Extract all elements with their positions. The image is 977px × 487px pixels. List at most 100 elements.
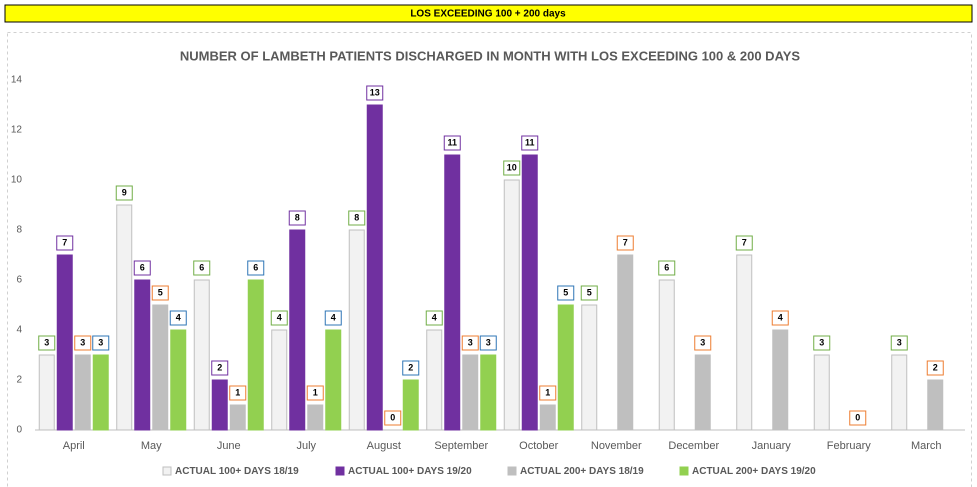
bar — [462, 354, 479, 431]
y-tick-label: 6 — [16, 275, 22, 286]
bar — [74, 354, 91, 431]
data-label-box — [580, 285, 598, 301]
bar — [503, 179, 520, 431]
banner-box — [4, 4, 973, 23]
legend-label: ACTUAL 200+ DAYS 19/20 — [692, 466, 816, 477]
data-label: 5 — [587, 287, 592, 297]
data-label: 9 — [122, 187, 127, 197]
data-label-box — [193, 260, 211, 276]
data-label-box — [926, 360, 944, 376]
data-label-box — [425, 310, 443, 326]
bar — [193, 279, 210, 431]
data-label-box — [443, 135, 461, 151]
data-label: 11 — [447, 137, 457, 147]
bar — [56, 254, 73, 431]
data-label: 3 — [700, 337, 705, 347]
data-label-box — [56, 235, 74, 251]
data-label-box — [366, 85, 384, 101]
data-label: 3 — [486, 337, 491, 347]
bar — [229, 404, 246, 431]
y-tick-label: 0 — [16, 425, 22, 436]
data-label-box — [503, 160, 521, 176]
data-label-box — [813, 335, 831, 351]
data-label-box — [74, 335, 92, 351]
bar — [694, 354, 711, 431]
data-label: 8 — [354, 212, 359, 222]
bar — [658, 279, 675, 431]
data-label: 5 — [158, 287, 163, 297]
data-label: 6 — [253, 262, 258, 272]
data-label: 7 — [742, 237, 747, 247]
data-label: 11 — [525, 137, 535, 147]
data-label: 3 — [819, 337, 824, 347]
x-tick-label: June — [217, 440, 241, 452]
data-label: 7 — [623, 237, 628, 247]
bar — [444, 154, 461, 431]
data-label-box — [479, 335, 497, 351]
bar — [211, 379, 228, 431]
data-label-box — [539, 385, 557, 401]
bar — [170, 329, 187, 431]
legend-label: ACTUAL 200+ DAYS 18/19 — [520, 466, 644, 477]
bar — [521, 154, 538, 431]
x-tick-label: January — [752, 440, 792, 452]
x-tick-label: July — [296, 440, 316, 452]
data-label-box — [384, 410, 402, 426]
y-tick-label: 8 — [16, 225, 22, 236]
data-label: 10 — [507, 162, 517, 172]
data-label-box — [306, 385, 324, 401]
data-label-box — [133, 260, 151, 276]
legend-label: ACTUAL 100+ DAYS 19/20 — [348, 466, 472, 477]
data-label: 4 — [331, 312, 336, 322]
x-tick-label: October — [519, 440, 558, 452]
data-label-box — [694, 335, 712, 351]
x-tick-label: December — [668, 440, 719, 452]
bar — [116, 204, 133, 431]
bar — [289, 229, 306, 431]
bar — [813, 354, 830, 431]
data-label-box — [151, 285, 169, 301]
data-label: 2 — [933, 362, 938, 372]
bar — [271, 329, 288, 431]
data-label-box — [402, 360, 420, 376]
data-label-box — [324, 310, 342, 326]
x-tick-label: April — [63, 440, 85, 452]
data-label: 3 — [80, 337, 85, 347]
bar — [152, 304, 169, 431]
x-tick-label: August — [367, 440, 401, 452]
x-tick-label: March — [911, 440, 942, 452]
y-tick-label: 10 — [11, 175, 23, 186]
data-label-box — [616, 235, 634, 251]
data-label: 6 — [199, 262, 204, 272]
data-label: 4 — [778, 312, 783, 322]
y-tick-label: 12 — [11, 125, 23, 136]
data-label-box — [247, 260, 265, 276]
legend-label: ACTUAL 100+ DAYS 18/19 — [175, 466, 299, 477]
bar — [480, 354, 497, 431]
bar — [38, 354, 55, 431]
bar — [617, 254, 634, 431]
data-label-box — [211, 360, 229, 376]
chart-frame — [7, 32, 972, 487]
data-label-box — [38, 335, 56, 351]
data-label: 1 — [545, 387, 550, 397]
bar — [402, 379, 419, 431]
data-label-box — [169, 310, 187, 326]
data-label: 7 — [62, 237, 67, 247]
legend-swatch — [679, 466, 689, 476]
data-label: 4 — [432, 312, 437, 322]
x-tick-label: May — [141, 440, 162, 452]
data-label-box — [771, 310, 789, 326]
bar — [581, 304, 598, 431]
x-tick-label: September — [434, 440, 488, 452]
bar — [307, 404, 324, 431]
data-label-box — [521, 135, 539, 151]
legend-swatch — [507, 466, 517, 476]
data-label: 6 — [664, 262, 669, 272]
x-tick-label: February — [827, 440, 872, 452]
bar — [325, 329, 342, 431]
data-label: 5 — [563, 287, 568, 297]
data-label: 3 — [468, 337, 473, 347]
banner: LOS EXCEEDING 100 + 200 days — [410, 9, 566, 20]
data-label: 3 — [98, 337, 103, 347]
